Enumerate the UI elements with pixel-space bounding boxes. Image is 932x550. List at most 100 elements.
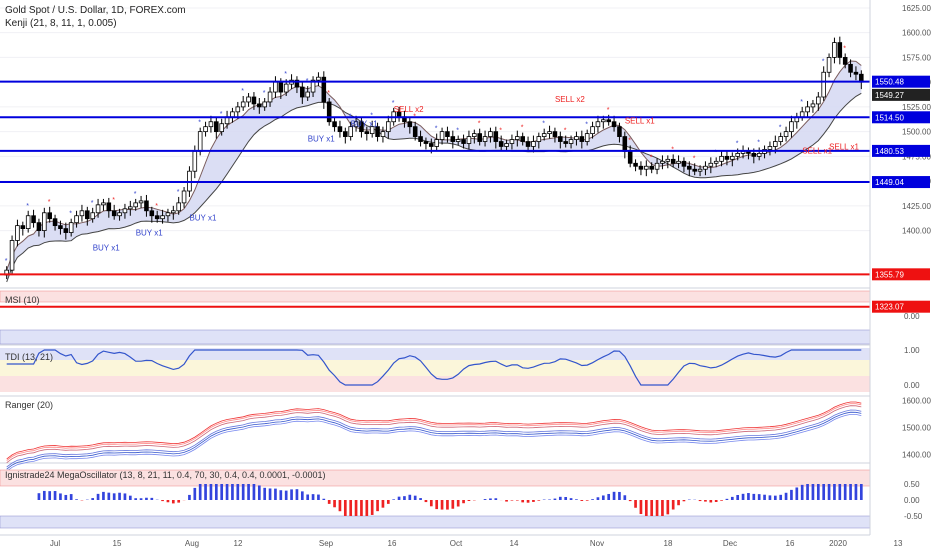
fast-ma-line <box>6 60 862 271</box>
candle-body <box>783 131 789 137</box>
signal-label: BUY x1 <box>351 120 379 129</box>
candle-body <box>63 228 69 233</box>
candle-body <box>343 131 348 137</box>
price-axis[interactable]: 1400.001425.001450.001475.001500.001525.… <box>869 0 931 535</box>
candle-body <box>208 121 214 128</box>
candle-body <box>235 106 241 113</box>
ranger-tick: 1400.00 <box>902 451 931 460</box>
signal-star: * <box>800 99 803 106</box>
candle-body <box>230 111 235 118</box>
candle-body <box>47 212 52 220</box>
candle-body <box>644 165 649 170</box>
candle-body <box>611 121 617 128</box>
ranger-band-line <box>6 405 862 464</box>
candle-body <box>670 158 676 164</box>
candle-body <box>197 131 203 152</box>
level-tag-label: 1514.50 <box>875 113 904 122</box>
candle-body <box>165 212 171 217</box>
chart-title: Gold Spot / U.S. Dollar, 1D, FOREX.com <box>5 5 186 16</box>
x-tick-label: Nov <box>590 539 604 548</box>
level-tag <box>872 176 930 189</box>
ranger-pane[interactable] <box>6 401 862 472</box>
msi-pane[interactable] <box>0 290 871 345</box>
candle-body <box>633 162 638 167</box>
signal-star: * <box>779 125 782 132</box>
signal-label: SELL x2 <box>555 95 585 104</box>
x-tick-label: 15 <box>113 539 122 548</box>
signal-star: * <box>26 203 29 210</box>
candle-body <box>687 165 692 170</box>
candle-body <box>590 126 595 135</box>
ranger-tick: 1600.00 <box>902 397 931 406</box>
y-tick-label: 1525.00 <box>902 103 931 112</box>
time-axis[interactable]: Jul 15 Aug 12 Sep 16 Oct 14 Nov 18 Dec 16 2020 13 <box>50 539 903 548</box>
candle-body <box>219 123 224 133</box>
signal-star: * <box>327 90 330 97</box>
candle-body <box>665 158 671 162</box>
signal-label: BUY x1 <box>308 135 336 144</box>
candle-body <box>498 141 504 147</box>
candle-body <box>133 202 138 208</box>
tdi-tick: 1.00 <box>904 346 920 355</box>
signal-star: * <box>693 155 696 162</box>
candle-body <box>128 206 133 210</box>
ranger-band-line <box>6 401 862 460</box>
mega-oscillator-pane[interactable] <box>0 469 871 529</box>
candle-body <box>799 111 805 118</box>
signal-star: * <box>69 211 72 218</box>
signal-star: * <box>370 113 373 120</box>
signal-star: * <box>499 128 502 135</box>
candle-body <box>826 57 832 73</box>
signal-star: * <box>284 71 287 78</box>
candle-body <box>493 131 499 142</box>
candle-body <box>622 136 628 152</box>
candle-body <box>36 222 42 231</box>
signal-label: SELL x1 <box>829 142 859 151</box>
candle-body <box>520 136 525 142</box>
level-tag-label: 1355.79 <box>875 270 904 279</box>
signal-star: * <box>822 58 825 65</box>
candle-body <box>525 141 531 147</box>
mega-tick: 0.00 <box>904 496 920 505</box>
signal-star: * <box>91 200 94 207</box>
candle-body <box>719 155 724 162</box>
signal-star: * <box>671 146 674 153</box>
candle-body <box>359 121 364 133</box>
ranger-label: Ranger (20) <box>5 400 53 410</box>
candle-body <box>751 152 757 157</box>
candle-body <box>412 126 418 137</box>
signal-star: * <box>5 258 8 265</box>
tdi-pane[interactable] <box>0 348 870 392</box>
y-tick-label: 1400.00 <box>902 227 931 236</box>
candle-body <box>541 133 547 137</box>
candle-body <box>144 200 149 212</box>
mega-label: Ignistrade24 MegaOscillator (13, 8, 21, … <box>5 470 326 480</box>
candle-body <box>429 143 434 147</box>
candle-body <box>558 136 563 142</box>
level-tag-label: 1449.04 <box>875 178 904 187</box>
candle-body <box>439 131 445 140</box>
candle-body <box>579 136 585 142</box>
signal-star: * <box>714 149 717 156</box>
signal-star: * <box>650 154 653 161</box>
candle-body <box>472 133 477 137</box>
candle-body <box>380 131 386 137</box>
candle-body <box>181 190 187 204</box>
tdi-mid-zone <box>0 360 870 376</box>
candle-body <box>9 240 15 271</box>
candle-body <box>353 121 359 128</box>
signal-star: * <box>564 128 567 135</box>
candle-body <box>466 136 472 144</box>
signal-label: SELL x1 <box>625 117 655 126</box>
candle-body <box>160 215 165 220</box>
x-tick-label: Jul <box>50 539 60 548</box>
x-tick-label: 18 <box>664 539 673 548</box>
signal-star: * <box>112 197 115 204</box>
candle-body <box>482 136 488 142</box>
level-tag <box>872 75 930 88</box>
candle-body <box>31 215 36 224</box>
signal-star: * <box>435 126 438 133</box>
y-tick-label: 1425.00 <box>902 202 931 211</box>
